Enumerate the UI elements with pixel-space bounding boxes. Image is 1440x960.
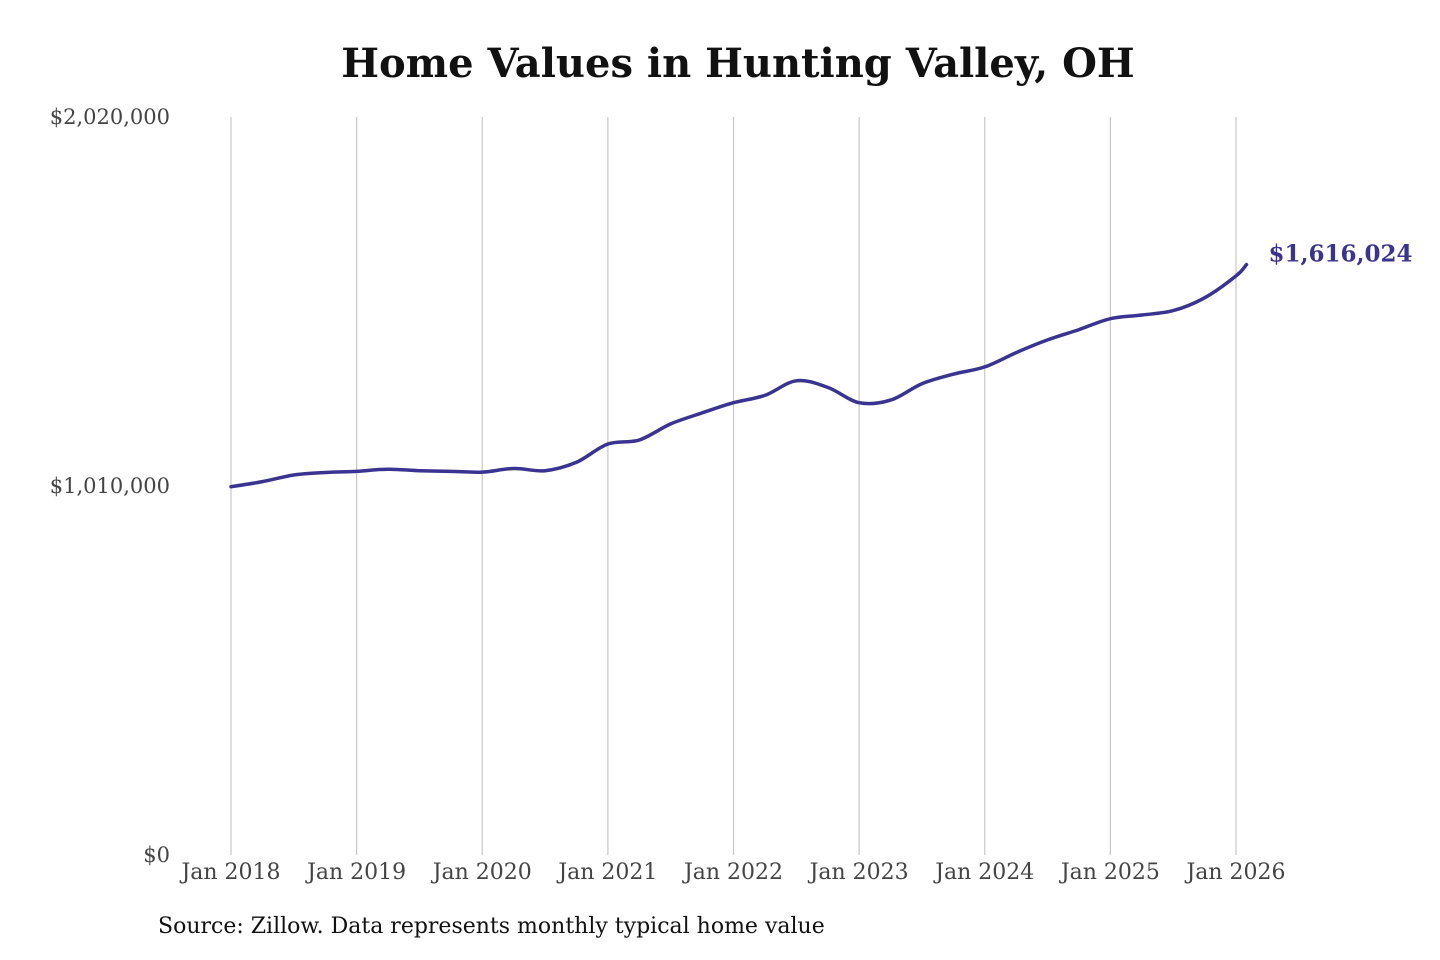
x-tick-label: Jan 2025 [1059, 860, 1160, 885]
x-tick-label: Jan 2019 [305, 860, 406, 885]
x-tick-label: Jan 2018 [179, 860, 280, 885]
x-tick-label: Jan 2020 [431, 860, 532, 885]
x-tick-label: Jan 2026 [1184, 860, 1285, 885]
y-tick-label: $1,010,000 [50, 474, 170, 498]
y-tick-label: $0 [143, 843, 170, 867]
line-chart: $0$1,010,000$2,020,000 Jan 2018 Jan 2019 J… [50, 105, 1413, 885]
x-tick-label: Jan 2021 [556, 860, 657, 885]
series-layer [229, 262, 1249, 489]
gridlines [230, 117, 1237, 855]
source-note: Source: Zillow. Data represents monthly … [158, 914, 825, 939]
y-tick-label: $2,020,000 [50, 105, 170, 129]
chart-title: Home Values in Hunting Valley, OH [341, 40, 1135, 87]
x-tick-label: Jan 2024 [933, 860, 1034, 885]
series-line-0 [229, 262, 1249, 489]
x-tick-label: Jan 2023 [808, 860, 909, 885]
end-value-layer: $1,616,024 [1268, 241, 1412, 268]
y-axis-ticks: $0 $1,010,000 $2,020,000 [50, 105, 170, 867]
x-axis-ticks: Jan 2018 Jan 2019 Jan 2020 Jan 2021 Jan 2022… [179, 860, 1285, 885]
x-tick-label: Jan 2022 [682, 860, 783, 885]
end-value-label: $1,616,024 [1268, 241, 1412, 268]
